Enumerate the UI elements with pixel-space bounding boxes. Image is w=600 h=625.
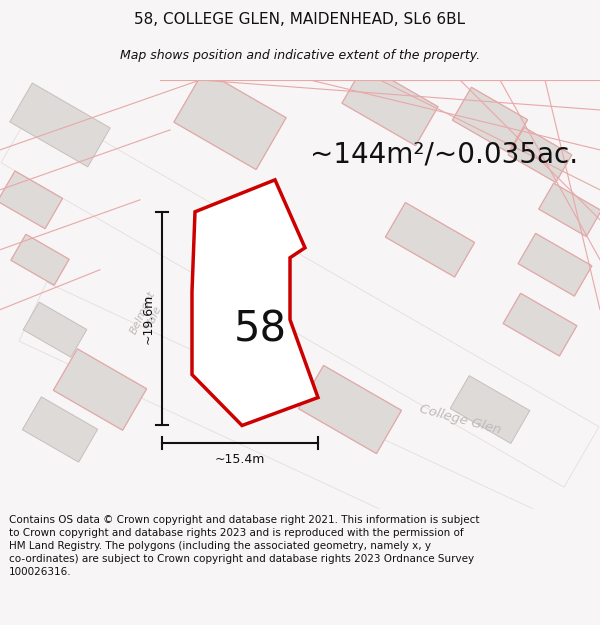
Text: College Glen: College Glen (418, 402, 502, 437)
Text: 58, COLLEGE GLEN, MAIDENHEAD, SL6 6BL: 58, COLLEGE GLEN, MAIDENHEAD, SL6 6BL (134, 12, 466, 28)
Polygon shape (192, 180, 318, 426)
Polygon shape (299, 366, 401, 454)
Polygon shape (385, 202, 475, 277)
Text: ~19.6m: ~19.6m (142, 294, 155, 344)
Text: Contains OS data © Crown copyright and database right 2021. This information is : Contains OS data © Crown copyright and d… (9, 515, 479, 578)
Polygon shape (174, 70, 286, 169)
Polygon shape (22, 397, 98, 462)
Polygon shape (450, 376, 530, 443)
Text: ~144m²/~0.035ac.: ~144m²/~0.035ac. (310, 141, 578, 169)
Text: 58: 58 (233, 309, 287, 351)
Polygon shape (1, 102, 599, 488)
Polygon shape (53, 349, 146, 430)
Polygon shape (10, 83, 110, 167)
Polygon shape (518, 233, 592, 296)
Polygon shape (452, 88, 527, 152)
Polygon shape (0, 171, 62, 229)
Text: Map shows position and indicative extent of the property.: Map shows position and indicative extent… (120, 49, 480, 62)
Polygon shape (503, 293, 577, 356)
Polygon shape (539, 183, 600, 236)
Polygon shape (11, 234, 69, 285)
Polygon shape (342, 64, 438, 146)
Polygon shape (508, 127, 572, 182)
Text: Belmont
Vale: Belmont Vale (128, 289, 167, 341)
Polygon shape (19, 282, 600, 625)
Polygon shape (23, 302, 87, 358)
Text: ~15.4m: ~15.4m (215, 453, 265, 466)
